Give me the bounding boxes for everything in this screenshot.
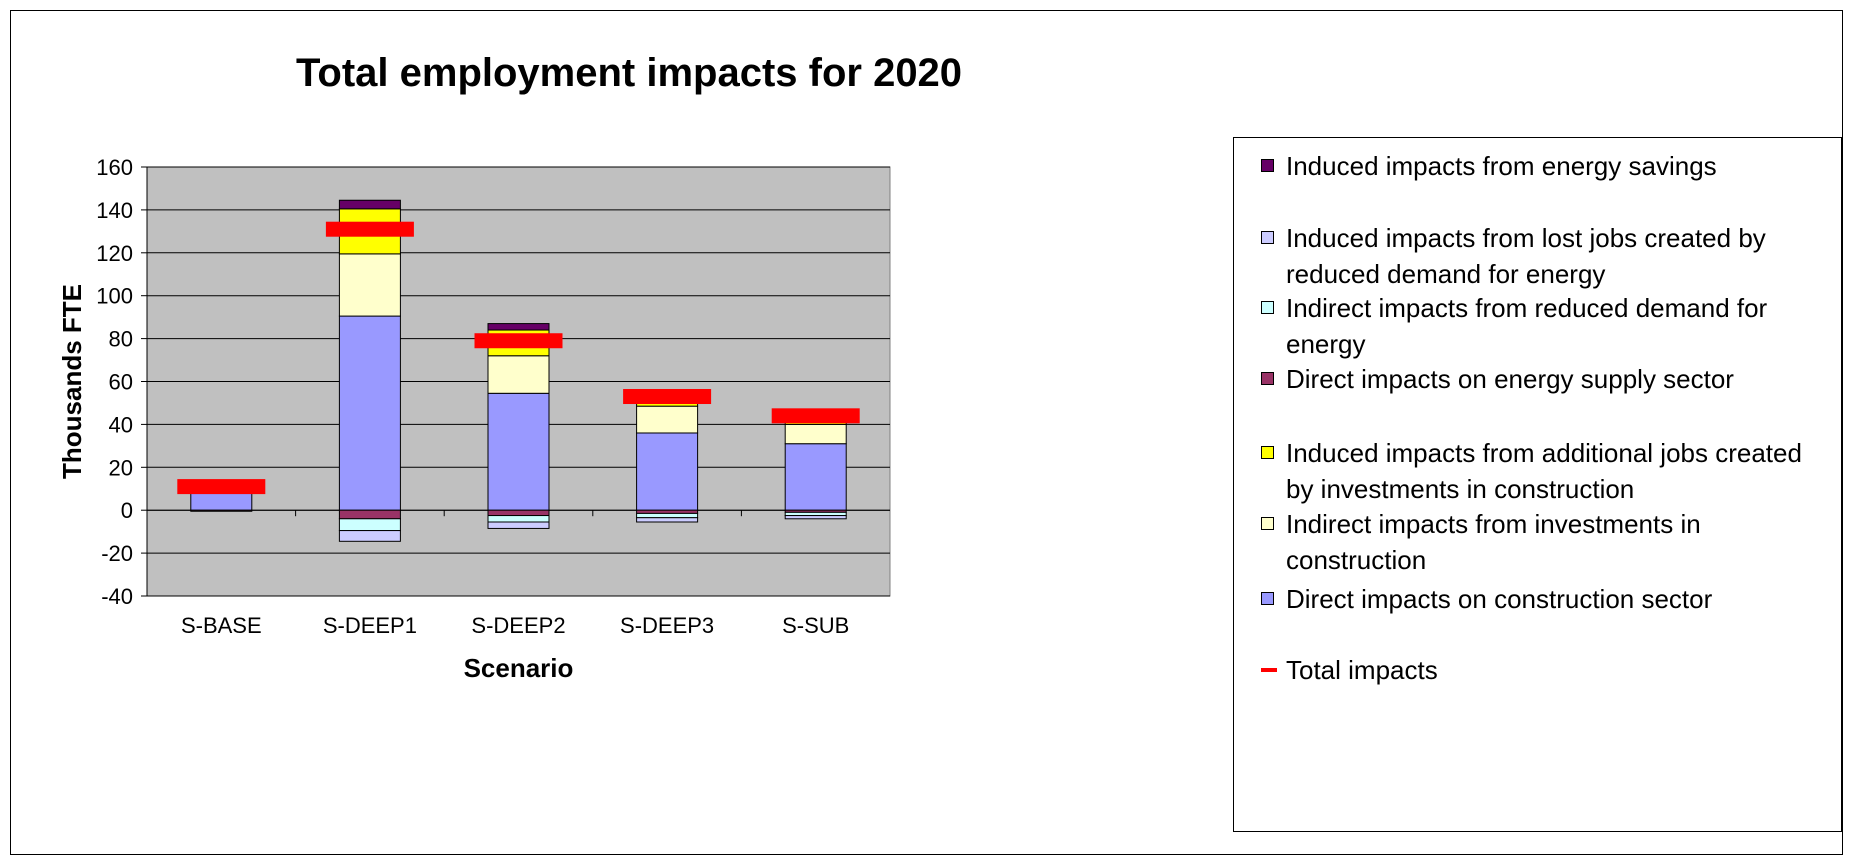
bar-segment: [338, 509, 401, 520]
legend-label: Indirect impacts from reduced demand for…: [1286, 293, 1768, 359]
y-tick-label: 160: [96, 155, 133, 180]
bar-segment: [636, 517, 699, 523]
y-tick-label: 60: [109, 370, 133, 395]
x-axis-title: Scenario: [464, 653, 574, 683]
bar-segment: [487, 323, 550, 331]
legend-swatch: [1261, 446, 1274, 459]
chart-canvas: 160 140 120 100 80 60 40 20 0 -20 -40 S-BASE S-DEEP1…: [57, 155, 891, 683]
legend-swatch: [1261, 372, 1274, 385]
legend-label: Induced impacts from energy savings: [1286, 151, 1717, 181]
y-tick-label: 100: [96, 284, 133, 309]
legend-label: Induced impacts from additional jobs cre…: [1286, 438, 1802, 504]
legend-label: Induced impacts from lost jobs created b…: [1286, 223, 1766, 289]
y-tick-label: 40: [109, 412, 133, 437]
y-tick-label: 80: [109, 327, 133, 352]
x-tick-label: S-DEEP1: [323, 613, 417, 638]
x-tick-label: S-DEEP2: [471, 613, 565, 638]
legend: Induced impacts from energy savings Indu…: [1233, 137, 1842, 832]
bar-segment: [636, 512, 699, 519]
y-tick-label: 120: [96, 241, 133, 266]
legend-item-indirect-reduced-demand: Indirect impacts from reduced demand for…: [1261, 290, 1831, 362]
legend-label: Direct impacts on construction sector: [1286, 584, 1713, 614]
bar-segment: [636, 432, 699, 511]
bar-segment: [784, 423, 847, 445]
total-marker: [623, 389, 712, 405]
bar-segment: [487, 515, 550, 523]
bar-segment: [338, 315, 401, 511]
bar-segment: [487, 355, 550, 394]
x-tick-label: S-SUB: [782, 613, 849, 638]
y-tick-label: 0: [121, 498, 133, 523]
bar-segment: [636, 405, 699, 434]
bar-segment: [487, 509, 550, 517]
y-axis-title: Thousands FTE: [57, 284, 87, 479]
bar-segment: [190, 509, 253, 512]
x-tick-label: S-BASE: [181, 613, 262, 638]
total-marker: [474, 333, 563, 349]
bar-segment: [487, 392, 550, 511]
legend-swatch: [1261, 159, 1274, 172]
y-tick-label: -40: [101, 584, 133, 609]
y-tick-label: 140: [96, 198, 133, 223]
bar-segment: [338, 518, 401, 532]
legend-item-direct-construction: Direct impacts on construction sector: [1261, 581, 1831, 617]
x-tick-label: S-DEEP3: [620, 613, 714, 638]
bar-segment: [338, 253, 401, 317]
legend-item-induced-energy-savings: Induced impacts from energy savings: [1261, 148, 1831, 184]
legend-swatch: [1261, 592, 1274, 605]
bar-segment: [784, 443, 847, 511]
legend-item-induced-additional-jobs: Induced impacts from additional jobs cre…: [1261, 435, 1831, 507]
total-marker: [177, 479, 266, 495]
legend-item-induced-lost-jobs: Induced impacts from lost jobs created b…: [1261, 220, 1831, 292]
bar-segment: [487, 521, 550, 529]
legend-label: Direct impacts on energy supply sector: [1286, 364, 1734, 394]
bar-segment: [338, 199, 401, 210]
legend-item-direct-energy-supply: Direct impacts on energy supply sector: [1261, 361, 1831, 397]
legend-label: Total impacts: [1286, 655, 1438, 685]
legend-swatch: [1261, 301, 1274, 314]
bar-segment: [338, 530, 401, 542]
y-tick-label: 20: [109, 455, 133, 480]
legend-swatch: [1261, 517, 1274, 530]
chart-area: Total employment impacts for 2020 160 140…: [10, 10, 1843, 855]
y-tick-label: -20: [101, 541, 133, 566]
total-marker: [771, 408, 860, 424]
bar-segment: [784, 515, 847, 520]
chart-title: Total employment impacts for 2020: [295, 51, 963, 95]
legend-item-total-impacts: Total impacts: [1261, 652, 1831, 688]
legend-swatch: [1261, 231, 1274, 244]
legend-item-indirect-investments: Indirect impacts from investments in con…: [1261, 506, 1831, 578]
legend-label: Indirect impacts from investments in con…: [1286, 509, 1701, 575]
total-marker: [325, 221, 414, 237]
bar-segment: [190, 492, 253, 511]
legend-line: [1261, 668, 1277, 672]
